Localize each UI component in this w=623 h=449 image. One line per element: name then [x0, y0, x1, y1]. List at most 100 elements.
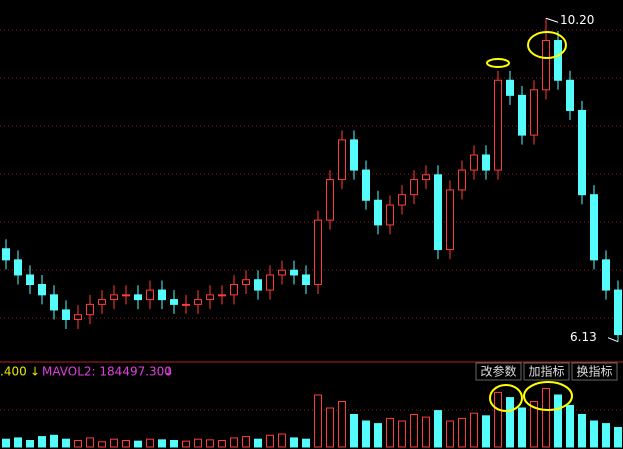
candle-body [314, 219, 322, 286]
extreme-label: 10.20 [560, 13, 594, 27]
candle-body [254, 279, 262, 291]
arrow: ↓ [164, 365, 174, 379]
extreme-label: 6.13 [570, 330, 597, 344]
label-pointer [545, 17, 559, 23]
volume-bar [362, 420, 370, 448]
volume-bar [494, 391, 502, 448]
volume-bar [2, 438, 10, 448]
candle-body [614, 289, 622, 336]
candle-body [290, 269, 298, 276]
volume-bar [434, 410, 442, 448]
candle-body [2, 248, 10, 261]
candle-body [158, 289, 166, 301]
volume-bar [218, 440, 226, 448]
candle-body [458, 169, 466, 191]
volume-bar [518, 407, 526, 448]
candle-body [170, 299, 178, 305]
volume-bar [110, 438, 118, 448]
candle-body [230, 284, 238, 296]
candle-body [242, 279, 250, 286]
volume-bar [74, 440, 82, 448]
candle-body [446, 189, 454, 251]
volume-bar [14, 437, 22, 448]
volume-bar [194, 438, 202, 448]
volume-bar [590, 420, 598, 448]
candle-body [482, 154, 490, 171]
volume-bar [446, 420, 454, 448]
candle-body [122, 294, 130, 297]
candle-body [362, 169, 370, 201]
volume-bar [26, 440, 34, 448]
volume-bar [290, 437, 298, 448]
button[interactable] [475, 362, 522, 381]
button-label: 改参数 [480, 364, 516, 379]
candle-body [434, 174, 442, 251]
plot: 10.20 6.13 [2, 13, 622, 448]
volume-bar [182, 440, 190, 448]
volume-bar [50, 434, 58, 448]
volume-bar [122, 440, 130, 448]
candle-body [182, 303, 190, 306]
candle-body [602, 259, 610, 291]
mavol2-label: MAVOL2: 184497.300 [42, 365, 172, 379]
volume-bar [350, 414, 358, 448]
volume-bar [398, 420, 406, 448]
candle-body [98, 299, 106, 305]
candle-body [218, 294, 226, 297]
button[interactable] [571, 362, 618, 381]
button-label: 换指标 [576, 364, 612, 379]
volume-bar [386, 417, 394, 448]
volume-bar [170, 440, 178, 448]
candle-body [422, 174, 430, 181]
volume-bar [602, 423, 610, 448]
volume-bar [206, 439, 214, 448]
candle-body [338, 139, 346, 181]
volume-bar [470, 412, 478, 448]
candle-body [134, 294, 142, 301]
candle-body [470, 154, 478, 171]
candle-body [38, 284, 46, 296]
button[interactable] [523, 362, 570, 381]
highlight [523, 381, 573, 411]
button-label: 加指标 [528, 364, 564, 379]
volume-bar [314, 394, 322, 448]
candle-body [110, 294, 118, 301]
candle-body [578, 109, 586, 196]
highlight [486, 58, 510, 68]
arrow: ↓ [30, 365, 40, 379]
volume-bar [422, 416, 430, 448]
volume-bar [326, 407, 334, 448]
volume-bar [338, 401, 346, 448]
candle-body [494, 79, 502, 171]
volume-bar [506, 397, 514, 448]
mavol1-label: .400 [0, 365, 27, 379]
candle-body [26, 274, 34, 286]
volume-bar [230, 437, 238, 448]
candle-body [62, 309, 70, 320]
candle-body [350, 139, 358, 171]
volume-bar [278, 433, 286, 448]
volume-bar [266, 434, 274, 448]
label-pointer [607, 337, 619, 343]
volume-bar [578, 414, 586, 448]
button-group: 改参数 加指标 换指标 [475, 362, 618, 381]
candle-body [302, 274, 310, 286]
candle-body [206, 294, 214, 301]
volume-bar [98, 441, 106, 448]
volume-bar [410, 414, 418, 448]
candle-body [518, 94, 526, 136]
candle-body [194, 299, 202, 305]
candle-body [398, 194, 406, 206]
candle-body [326, 179, 334, 221]
volume-bar [542, 388, 550, 448]
candle-body [266, 274, 274, 291]
candle-body [146, 289, 154, 301]
volume-bar [38, 436, 46, 448]
volume-bar [134, 440, 142, 448]
volume-bar [158, 439, 166, 448]
highlight [489, 384, 523, 412]
candle-body [542, 40, 550, 91]
candle-body [410, 179, 418, 196]
volume-bar [86, 437, 94, 448]
